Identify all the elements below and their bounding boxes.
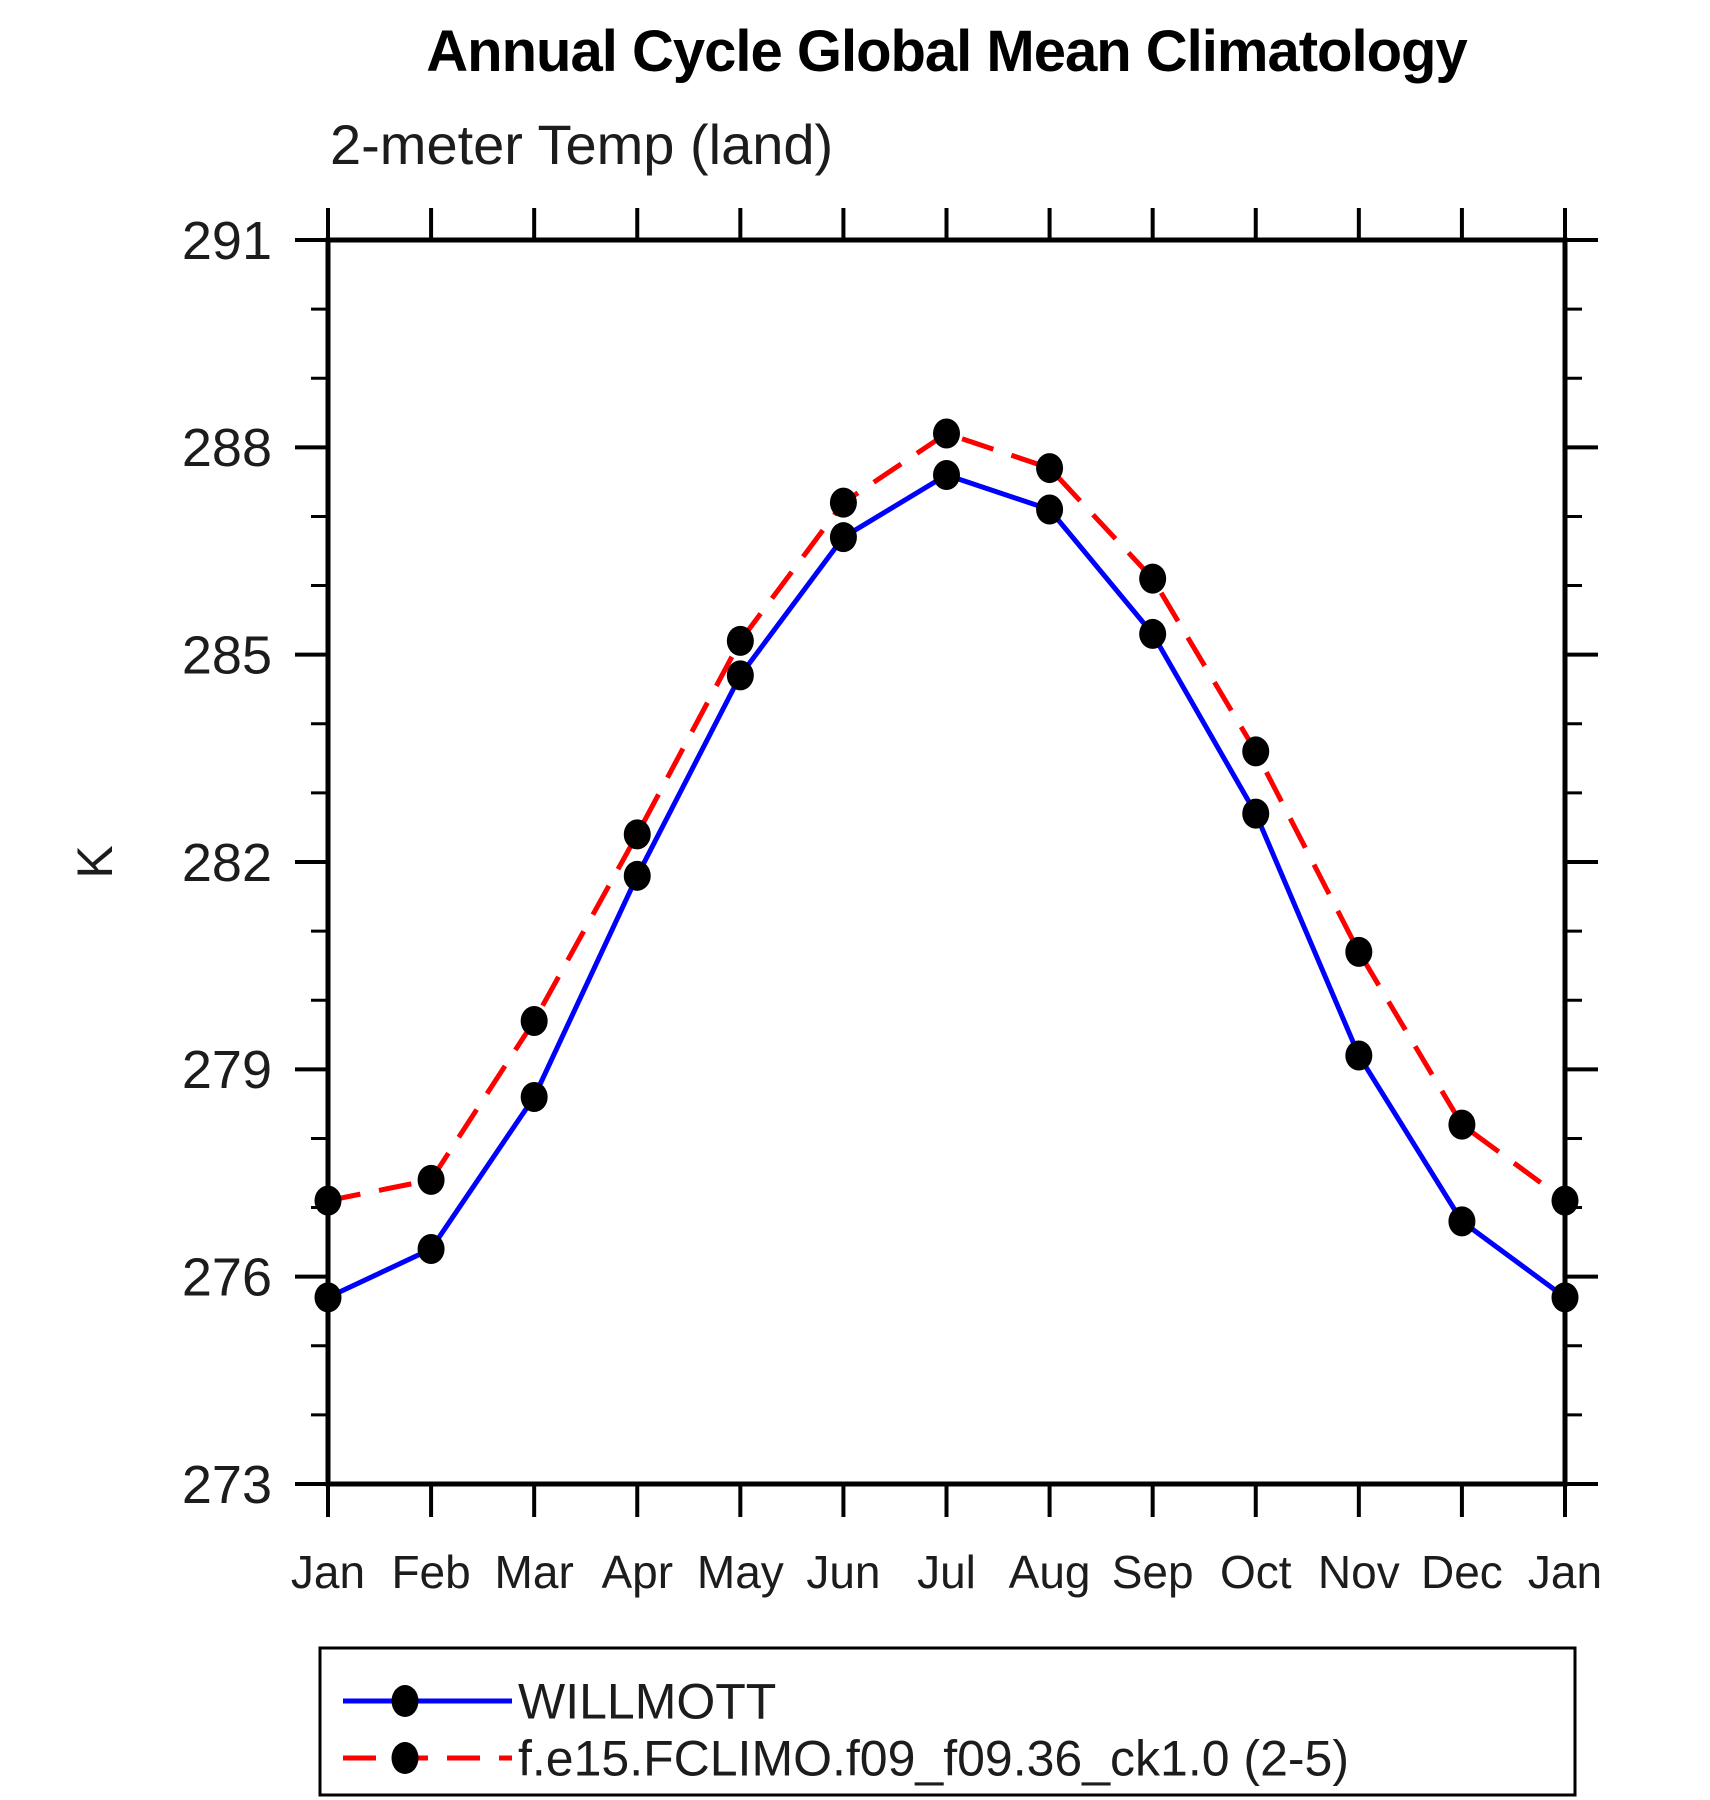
data-point-marker — [314, 1185, 342, 1216]
data-point-marker — [1448, 1109, 1476, 1140]
data-point-marker — [1448, 1206, 1476, 1237]
data-point-marker — [829, 487, 857, 518]
legend-label: f.e15.FCLIMO.f09_f09.36_ck1.0 (2-5) — [518, 1731, 1349, 1787]
data-point-marker — [1345, 936, 1373, 967]
y-tick-label: 291 — [182, 211, 272, 271]
data-point-marker — [314, 1282, 342, 1313]
y-tick-label: 276 — [182, 1248, 272, 1308]
data-point-marker — [623, 819, 651, 850]
x-tick-label: Oct — [1220, 1546, 1292, 1598]
data-point-marker — [933, 418, 960, 449]
x-tick-label: Aug — [1009, 1546, 1091, 1598]
y-axis-title: K — [67, 845, 123, 878]
x-tick-label: Jan — [291, 1546, 365, 1598]
data-point-marker — [726, 625, 754, 656]
data-point-marker — [829, 522, 857, 553]
chart-subtitle: 2-meter Temp (land) — [330, 113, 834, 176]
data-point-marker — [1139, 618, 1167, 649]
plot-frame — [325, 237, 1568, 1487]
x-tick-label: May — [697, 1546, 784, 1598]
y-tick-label: 288 — [182, 418, 272, 478]
x-tick-label: Nov — [1318, 1546, 1400, 1598]
data-point-marker — [1139, 563, 1167, 594]
data-point-marker — [726, 660, 754, 691]
x-tick-label: Jul — [917, 1546, 976, 1598]
y-tick-label: 285 — [182, 626, 272, 686]
data-point-marker — [417, 1164, 445, 1195]
data-point-marker — [1242, 736, 1270, 767]
x-tick-label: Sep — [1112, 1546, 1194, 1598]
data-point-marker — [1036, 453, 1064, 484]
x-tick-label: Mar — [495, 1546, 574, 1598]
x-tick-label: Apr — [601, 1546, 673, 1598]
legend-label: WILLMOTT — [518, 1674, 776, 1730]
data-point-marker — [1242, 798, 1270, 829]
data-point-marker — [1345, 1040, 1373, 1071]
x-tick-label: Feb — [391, 1546, 470, 1598]
y-tick-label: 279 — [182, 1040, 272, 1100]
data-point-marker — [520, 1081, 548, 1112]
data-point-marker — [623, 860, 651, 891]
legend-marker — [391, 1742, 419, 1774]
data-point-marker — [1036, 494, 1064, 525]
x-tick-label: Jan — [1528, 1546, 1602, 1598]
legend-box — [318, 1646, 1577, 1797]
legend-marker — [391, 1685, 419, 1717]
chart-title: Annual Cycle Global Mean Climatology — [426, 19, 1467, 84]
data-point-marker — [1551, 1282, 1579, 1313]
data-point-marker — [417, 1234, 445, 1265]
series-line-0 — [326, 472, 1567, 1300]
data-point-marker — [520, 1005, 548, 1036]
x-tick-label: Dec — [1421, 1546, 1503, 1598]
data-point-marker — [933, 459, 960, 490]
x-tick-label: Jun — [806, 1546, 880, 1598]
y-tick-label: 273 — [182, 1455, 272, 1515]
data-point-marker — [1551, 1185, 1579, 1216]
y-tick-label: 282 — [182, 833, 272, 893]
